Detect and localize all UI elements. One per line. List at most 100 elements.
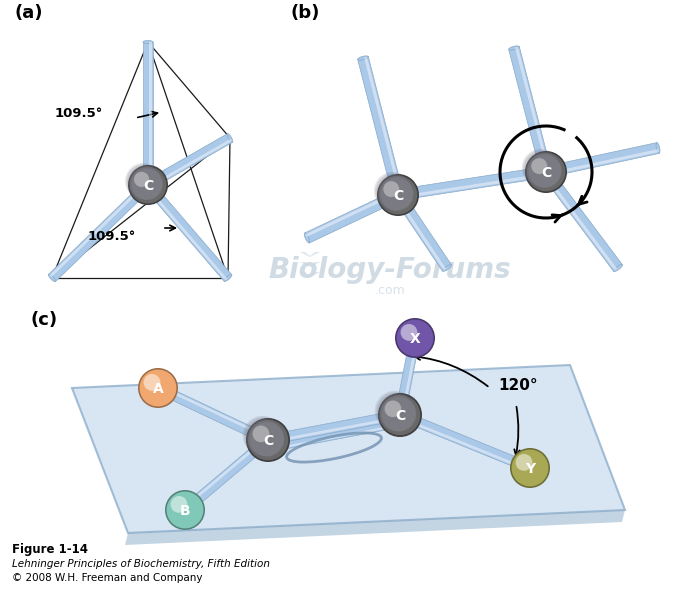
- Polygon shape: [364, 57, 402, 195]
- Circle shape: [385, 400, 401, 417]
- Circle shape: [396, 320, 433, 356]
- Polygon shape: [357, 56, 403, 196]
- Circle shape: [245, 418, 283, 456]
- Circle shape: [381, 397, 416, 431]
- Polygon shape: [394, 196, 446, 270]
- Circle shape: [380, 395, 420, 435]
- Polygon shape: [145, 185, 228, 280]
- Text: C: C: [395, 409, 405, 423]
- Ellipse shape: [156, 383, 161, 392]
- Circle shape: [529, 155, 562, 188]
- Circle shape: [248, 421, 284, 456]
- Circle shape: [526, 152, 561, 187]
- Polygon shape: [399, 416, 530, 472]
- Polygon shape: [183, 437, 267, 509]
- Ellipse shape: [227, 134, 233, 142]
- Circle shape: [523, 150, 560, 187]
- Circle shape: [248, 420, 288, 460]
- Circle shape: [246, 419, 283, 456]
- Circle shape: [376, 173, 413, 210]
- Ellipse shape: [614, 265, 623, 272]
- Circle shape: [527, 153, 561, 188]
- Polygon shape: [543, 173, 617, 271]
- Polygon shape: [304, 190, 401, 243]
- Polygon shape: [269, 419, 402, 452]
- Polygon shape: [547, 149, 659, 176]
- Polygon shape: [398, 173, 547, 199]
- Circle shape: [170, 496, 187, 513]
- Polygon shape: [50, 182, 147, 277]
- Ellipse shape: [224, 275, 232, 281]
- Text: 120°: 120°: [498, 378, 537, 393]
- Circle shape: [381, 178, 414, 211]
- Circle shape: [378, 175, 413, 211]
- Text: .com: .com: [375, 283, 406, 296]
- Text: C: C: [143, 179, 153, 193]
- Circle shape: [144, 374, 161, 391]
- Circle shape: [375, 391, 415, 430]
- Circle shape: [131, 168, 163, 200]
- Polygon shape: [181, 436, 272, 514]
- Circle shape: [250, 422, 285, 457]
- Circle shape: [243, 416, 282, 455]
- Polygon shape: [144, 182, 232, 281]
- Polygon shape: [143, 42, 153, 185]
- Circle shape: [525, 152, 560, 187]
- Ellipse shape: [400, 419, 403, 427]
- Circle shape: [129, 166, 162, 200]
- Polygon shape: [149, 139, 232, 188]
- Circle shape: [527, 152, 565, 191]
- Circle shape: [382, 397, 417, 431]
- Circle shape: [380, 395, 416, 431]
- Circle shape: [531, 158, 547, 174]
- Circle shape: [125, 163, 161, 199]
- Polygon shape: [72, 365, 625, 533]
- Circle shape: [377, 392, 415, 431]
- Ellipse shape: [399, 410, 402, 420]
- Ellipse shape: [410, 336, 420, 340]
- Circle shape: [377, 174, 419, 216]
- Polygon shape: [305, 191, 398, 237]
- Ellipse shape: [656, 143, 660, 154]
- Circle shape: [249, 421, 284, 457]
- Circle shape: [128, 166, 162, 199]
- Circle shape: [253, 425, 269, 442]
- Text: C: C: [393, 189, 403, 203]
- Text: C: C: [541, 166, 551, 180]
- Polygon shape: [394, 192, 452, 271]
- Circle shape: [380, 177, 413, 211]
- Circle shape: [244, 417, 283, 455]
- Circle shape: [375, 173, 412, 210]
- Circle shape: [401, 324, 417, 341]
- Text: X: X: [410, 332, 420, 346]
- Text: C: C: [263, 434, 273, 448]
- Circle shape: [528, 154, 561, 188]
- Polygon shape: [300, 252, 320, 257]
- Circle shape: [379, 394, 415, 431]
- Circle shape: [134, 172, 149, 187]
- Circle shape: [512, 449, 549, 487]
- Circle shape: [247, 419, 283, 456]
- Text: 109.5°: 109.5°: [88, 230, 136, 243]
- Circle shape: [379, 176, 413, 211]
- Polygon shape: [158, 385, 269, 439]
- Circle shape: [126, 164, 161, 199]
- Polygon shape: [397, 167, 547, 200]
- Polygon shape: [300, 262, 320, 267]
- Polygon shape: [401, 338, 419, 416]
- Text: Lehninger Principles of Biochemistry, Fifth Edition: Lehninger Principles of Biochemistry, Fi…: [12, 559, 270, 569]
- Text: Y: Y: [525, 462, 535, 476]
- Circle shape: [167, 491, 203, 529]
- Polygon shape: [156, 383, 270, 445]
- Circle shape: [128, 165, 168, 205]
- Circle shape: [165, 490, 205, 530]
- Ellipse shape: [181, 506, 188, 514]
- Ellipse shape: [544, 167, 548, 178]
- Text: B: B: [179, 504, 191, 518]
- Polygon shape: [300, 272, 320, 277]
- Polygon shape: [49, 181, 151, 281]
- Circle shape: [140, 370, 177, 406]
- Polygon shape: [149, 42, 151, 185]
- Polygon shape: [267, 410, 401, 445]
- Polygon shape: [509, 47, 551, 173]
